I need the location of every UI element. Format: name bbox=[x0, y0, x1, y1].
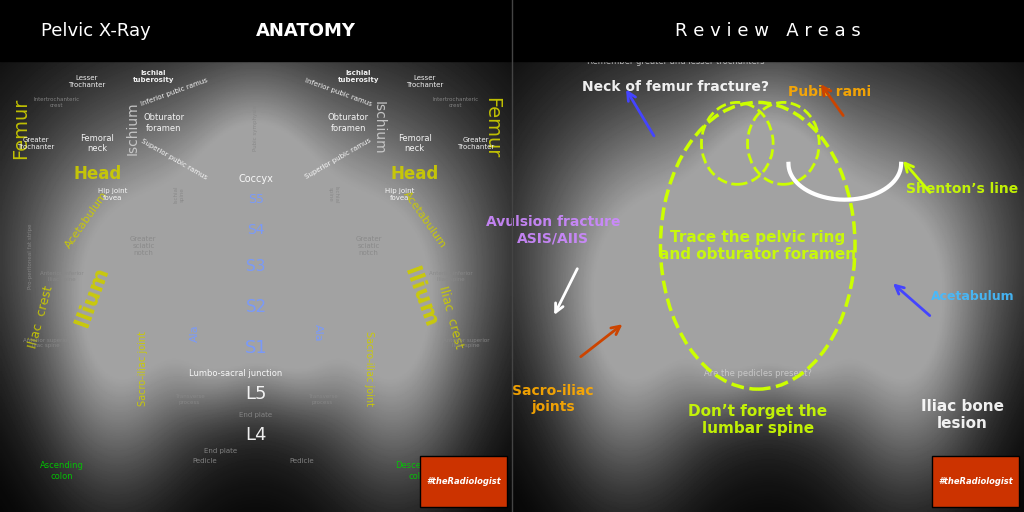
Text: Pubic rami: Pubic rami bbox=[787, 85, 871, 99]
Text: Ala: Ala bbox=[312, 324, 323, 342]
Text: Lesser
Trochanter: Lesser Trochanter bbox=[69, 75, 105, 89]
Text: Neck of femur fracture?: Neck of femur fracture? bbox=[583, 80, 769, 94]
Text: Don’t forget the
lumbar spine: Don’t forget the lumbar spine bbox=[688, 403, 827, 436]
Text: Lesser
Trochanter: Lesser Trochanter bbox=[407, 75, 443, 89]
Text: Avulsion fracture
ASIS/AIIS: Avulsion fracture ASIS/AIIS bbox=[485, 216, 621, 245]
Text: Ischial
spine: Ischial spine bbox=[174, 186, 184, 203]
Text: Trace the pelvic ring
and obturator foramen: Trace the pelvic ring and obturator fora… bbox=[659, 229, 856, 262]
Text: Head: Head bbox=[390, 165, 439, 183]
Text: Greater
Trochanter: Greater Trochanter bbox=[458, 137, 495, 150]
Text: Intertrochanteric
crest: Intertrochanteric crest bbox=[432, 97, 479, 108]
Text: L4: L4 bbox=[246, 426, 266, 444]
Text: Obturator
foramen: Obturator foramen bbox=[143, 113, 184, 133]
Text: S3: S3 bbox=[246, 259, 266, 274]
Text: Superior pubic ramus: Superior pubic ramus bbox=[304, 137, 372, 180]
FancyBboxPatch shape bbox=[420, 456, 507, 507]
Text: Ischium: Ischium bbox=[372, 101, 386, 155]
Text: Iliac  crest: Iliac crest bbox=[436, 285, 465, 350]
Text: Hip joint
fovea: Hip joint fovea bbox=[98, 188, 127, 201]
FancyBboxPatch shape bbox=[0, 0, 512, 61]
Text: Pedicle: Pedicle bbox=[290, 458, 314, 464]
Text: S1: S1 bbox=[245, 339, 267, 357]
Text: Hip joint
fovea: Hip joint fovea bbox=[385, 188, 414, 201]
Text: Pelvic X-Ray: Pelvic X-Ray bbox=[41, 22, 157, 40]
Text: Transverse
process: Transverse process bbox=[307, 394, 338, 405]
Text: #theRadiologist: #theRadiologist bbox=[938, 477, 1013, 486]
Text: S5: S5 bbox=[248, 193, 264, 206]
Text: Greater
sciatic
notch: Greater sciatic notch bbox=[355, 236, 382, 256]
Text: Anterior superior
Iliac spine: Anterior superior Iliac spine bbox=[442, 337, 489, 349]
Text: Ascending
colon: Ascending colon bbox=[40, 461, 83, 481]
Text: Sacro-iliac
joints: Sacro-iliac joints bbox=[512, 385, 594, 414]
Text: Inferior pubic ramus: Inferior pubic ramus bbox=[139, 77, 209, 107]
Text: Anterior superior
Iliac spine: Anterior superior Iliac spine bbox=[23, 337, 70, 349]
Text: Are the pedicles present?: Are the pedicles present? bbox=[703, 369, 812, 378]
Text: Head: Head bbox=[73, 165, 122, 183]
Text: #theRadiologist: #theRadiologist bbox=[426, 477, 501, 486]
Text: Inferior pubic ramus: Inferior pubic ramus bbox=[303, 77, 373, 107]
Text: ANATOMY: ANATOMY bbox=[256, 22, 356, 40]
Text: End plate: End plate bbox=[240, 412, 272, 418]
Text: Ilium: Ilium bbox=[72, 264, 113, 330]
Text: L5: L5 bbox=[246, 385, 266, 403]
Text: Greater
Trochanter: Greater Trochanter bbox=[17, 137, 54, 150]
Text: Pedicle: Pedicle bbox=[193, 458, 217, 464]
FancyBboxPatch shape bbox=[512, 0, 1024, 61]
Text: Superior pubic ramus: Superior pubic ramus bbox=[140, 137, 208, 180]
Text: Ilium: Ilium bbox=[399, 264, 440, 330]
Text: Ala: Ala bbox=[189, 324, 200, 342]
Text: Ischial
spine: Ischial spine bbox=[328, 186, 338, 203]
Text: Ischium: Ischium bbox=[126, 101, 140, 155]
FancyBboxPatch shape bbox=[932, 456, 1019, 507]
Text: Femur: Femur bbox=[11, 97, 30, 159]
Text: Lumbo-sacral junction: Lumbo-sacral junction bbox=[188, 369, 283, 378]
Text: Femoral
neck: Femoral neck bbox=[397, 134, 432, 153]
Text: Ischial
tuberosity: Ischial tuberosity bbox=[133, 70, 174, 83]
Text: R e v i e w   A r e a s: R e v i e w A r e a s bbox=[675, 22, 861, 40]
Text: Femoral
neck: Femoral neck bbox=[80, 134, 115, 153]
Text: Obturator
foramen: Obturator foramen bbox=[328, 113, 369, 133]
Text: Intertrochanteric
crest: Intertrochanteric crest bbox=[33, 97, 80, 108]
Text: Ischial
tuberosity: Ischial tuberosity bbox=[338, 70, 379, 83]
Text: Acetabulum: Acetabulum bbox=[63, 190, 111, 250]
Text: Anterior inferior
Iliac spine: Anterior inferior Iliac spine bbox=[429, 271, 472, 282]
Text: Coccyx: Coccyx bbox=[239, 174, 273, 184]
Text: Acetabulum: Acetabulum bbox=[401, 190, 449, 250]
Text: End plate: End plate bbox=[204, 447, 237, 454]
Text: S2: S2 bbox=[246, 298, 266, 316]
Text: Shenton’s line: Shenton’s line bbox=[906, 182, 1019, 197]
Text: Transverse
process: Transverse process bbox=[174, 394, 205, 405]
Text: Femur: Femur bbox=[482, 97, 501, 159]
Text: Acetabulum: Acetabulum bbox=[931, 290, 1015, 304]
Text: Iliac  crest: Iliac crest bbox=[27, 285, 55, 350]
Text: Iliac bone
lesion: Iliac bone lesion bbox=[921, 398, 1005, 431]
Text: Remember greater and lesser trochanters: Remember greater and lesser trochanters bbox=[587, 57, 765, 66]
Text: Sacro-iliac joint: Sacro-iliac joint bbox=[364, 331, 374, 406]
Text: Pubic symphysis: Pubic symphysis bbox=[254, 105, 258, 151]
Text: Greater
sciatic
notch: Greater sciatic notch bbox=[130, 236, 157, 256]
Text: Descending
colon: Descending colon bbox=[395, 461, 444, 481]
Text: Anterior inferior
Iliac spine: Anterior inferior Iliac spine bbox=[40, 271, 83, 282]
Text: Sacro-iliac joint: Sacro-iliac joint bbox=[138, 331, 148, 406]
Text: S4: S4 bbox=[247, 223, 265, 238]
Text: Pro-peritoneal fat stripe: Pro-peritoneal fat stripe bbox=[29, 223, 33, 289]
